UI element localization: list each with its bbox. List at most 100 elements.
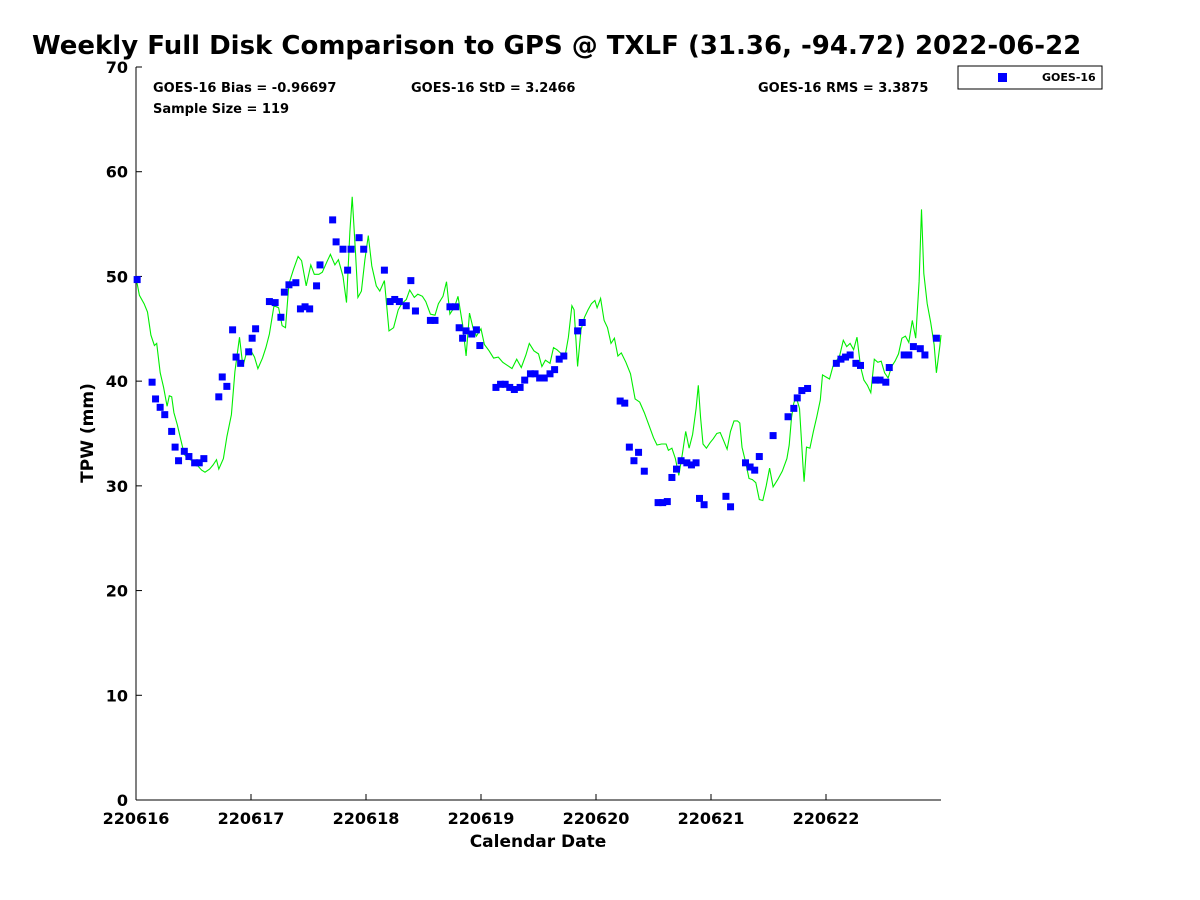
data-point xyxy=(793,394,801,402)
data-point xyxy=(380,266,388,274)
data-point xyxy=(526,370,534,378)
legend: GOES-16 xyxy=(957,65,1103,90)
data-point xyxy=(391,295,399,303)
series-line xyxy=(135,196,942,502)
data-point xyxy=(313,282,321,290)
stat-std: GOES-16 StD = 3.2466 xyxy=(411,81,575,96)
data-point xyxy=(426,316,434,324)
data-point xyxy=(407,277,415,285)
data-point xyxy=(742,459,749,467)
data-point xyxy=(446,303,454,311)
data-point xyxy=(885,364,893,372)
data-point xyxy=(180,447,188,455)
data-point xyxy=(411,307,419,315)
data-point xyxy=(232,353,240,361)
data-point xyxy=(692,459,700,467)
y-axis-label: TPW (mm) xyxy=(78,383,98,483)
data-point xyxy=(574,327,582,335)
legend-marker xyxy=(998,73,1007,82)
data-point xyxy=(245,348,253,356)
legend-box xyxy=(957,65,1103,90)
data-point xyxy=(472,326,480,334)
data-point xyxy=(156,403,164,411)
data-point xyxy=(909,343,917,351)
data-point xyxy=(215,393,223,401)
y-tick-label: 30 xyxy=(106,477,128,496)
data-point xyxy=(152,395,160,403)
x-tick-label: 220616 xyxy=(103,809,170,828)
data-point xyxy=(555,355,563,363)
data-point xyxy=(635,448,643,456)
data-point xyxy=(842,353,850,361)
y-tick-label: 10 xyxy=(106,686,128,705)
data-point xyxy=(175,457,183,465)
stat-rms: GOES-16 RMS = 3.3875 xyxy=(758,81,928,96)
data-point xyxy=(654,499,662,507)
stat-bias: GOES-16 Bias = -0.96697 xyxy=(153,81,336,96)
data-point xyxy=(301,303,309,311)
data-point xyxy=(857,361,864,369)
data-point xyxy=(722,492,730,500)
axes: 0 10 20 30 40 50 60 70 220616 220617 220618 220619 2… xyxy=(103,58,941,828)
data-point xyxy=(218,373,226,381)
chart-title: Weekly Full Disk Comparison to GPS @ TXL… xyxy=(32,31,1081,61)
data-point xyxy=(727,503,735,511)
data-point xyxy=(871,376,879,384)
x-tick-label: 220619 xyxy=(448,809,515,828)
data-point xyxy=(455,324,463,332)
data-point xyxy=(506,383,514,391)
y-tick-label: 40 xyxy=(106,372,128,391)
data-point xyxy=(501,380,509,388)
data-point xyxy=(640,467,648,475)
data-point xyxy=(280,288,288,296)
data-point xyxy=(540,374,548,382)
data-point xyxy=(700,501,708,509)
data-point xyxy=(248,334,256,342)
data-point xyxy=(459,334,467,342)
y-tick-label: 20 xyxy=(106,582,128,601)
data-point xyxy=(900,351,908,359)
data-point xyxy=(306,305,314,313)
data-point xyxy=(133,276,141,284)
data-point xyxy=(905,351,913,359)
data-point xyxy=(683,459,691,467)
data-point xyxy=(195,459,203,467)
data-point xyxy=(621,399,629,407)
data-point xyxy=(168,427,176,435)
data-point xyxy=(546,370,554,378)
data-point xyxy=(578,319,586,327)
data-point xyxy=(223,382,231,390)
data-point xyxy=(452,303,460,311)
data-point xyxy=(790,404,798,412)
data-point xyxy=(277,313,285,321)
data-point xyxy=(916,345,924,353)
data-point xyxy=(316,261,324,269)
data-point xyxy=(462,327,470,335)
data-point xyxy=(516,383,524,391)
data-point xyxy=(468,330,476,338)
data-point xyxy=(271,299,279,307)
data-point xyxy=(344,266,352,274)
data-point xyxy=(171,443,179,451)
data-point xyxy=(751,466,759,474)
data-point xyxy=(551,366,559,374)
stat-sample-size: Sample Size = 119 xyxy=(153,102,289,117)
y-tick-label: 0 xyxy=(117,791,128,810)
data-point xyxy=(560,352,568,360)
data-point xyxy=(832,359,840,367)
data-point xyxy=(476,342,484,350)
data-point xyxy=(630,457,638,465)
data-point xyxy=(355,234,363,242)
data-point xyxy=(395,298,403,306)
data-point xyxy=(431,316,439,324)
data-point xyxy=(659,499,667,507)
data-point xyxy=(798,387,806,395)
data-point xyxy=(769,432,777,440)
data-point xyxy=(755,453,763,461)
data-point xyxy=(921,351,929,359)
data-point xyxy=(347,245,355,253)
data-point xyxy=(746,463,754,471)
data-point xyxy=(360,245,368,253)
data-point xyxy=(265,298,273,306)
data-point xyxy=(521,376,529,384)
